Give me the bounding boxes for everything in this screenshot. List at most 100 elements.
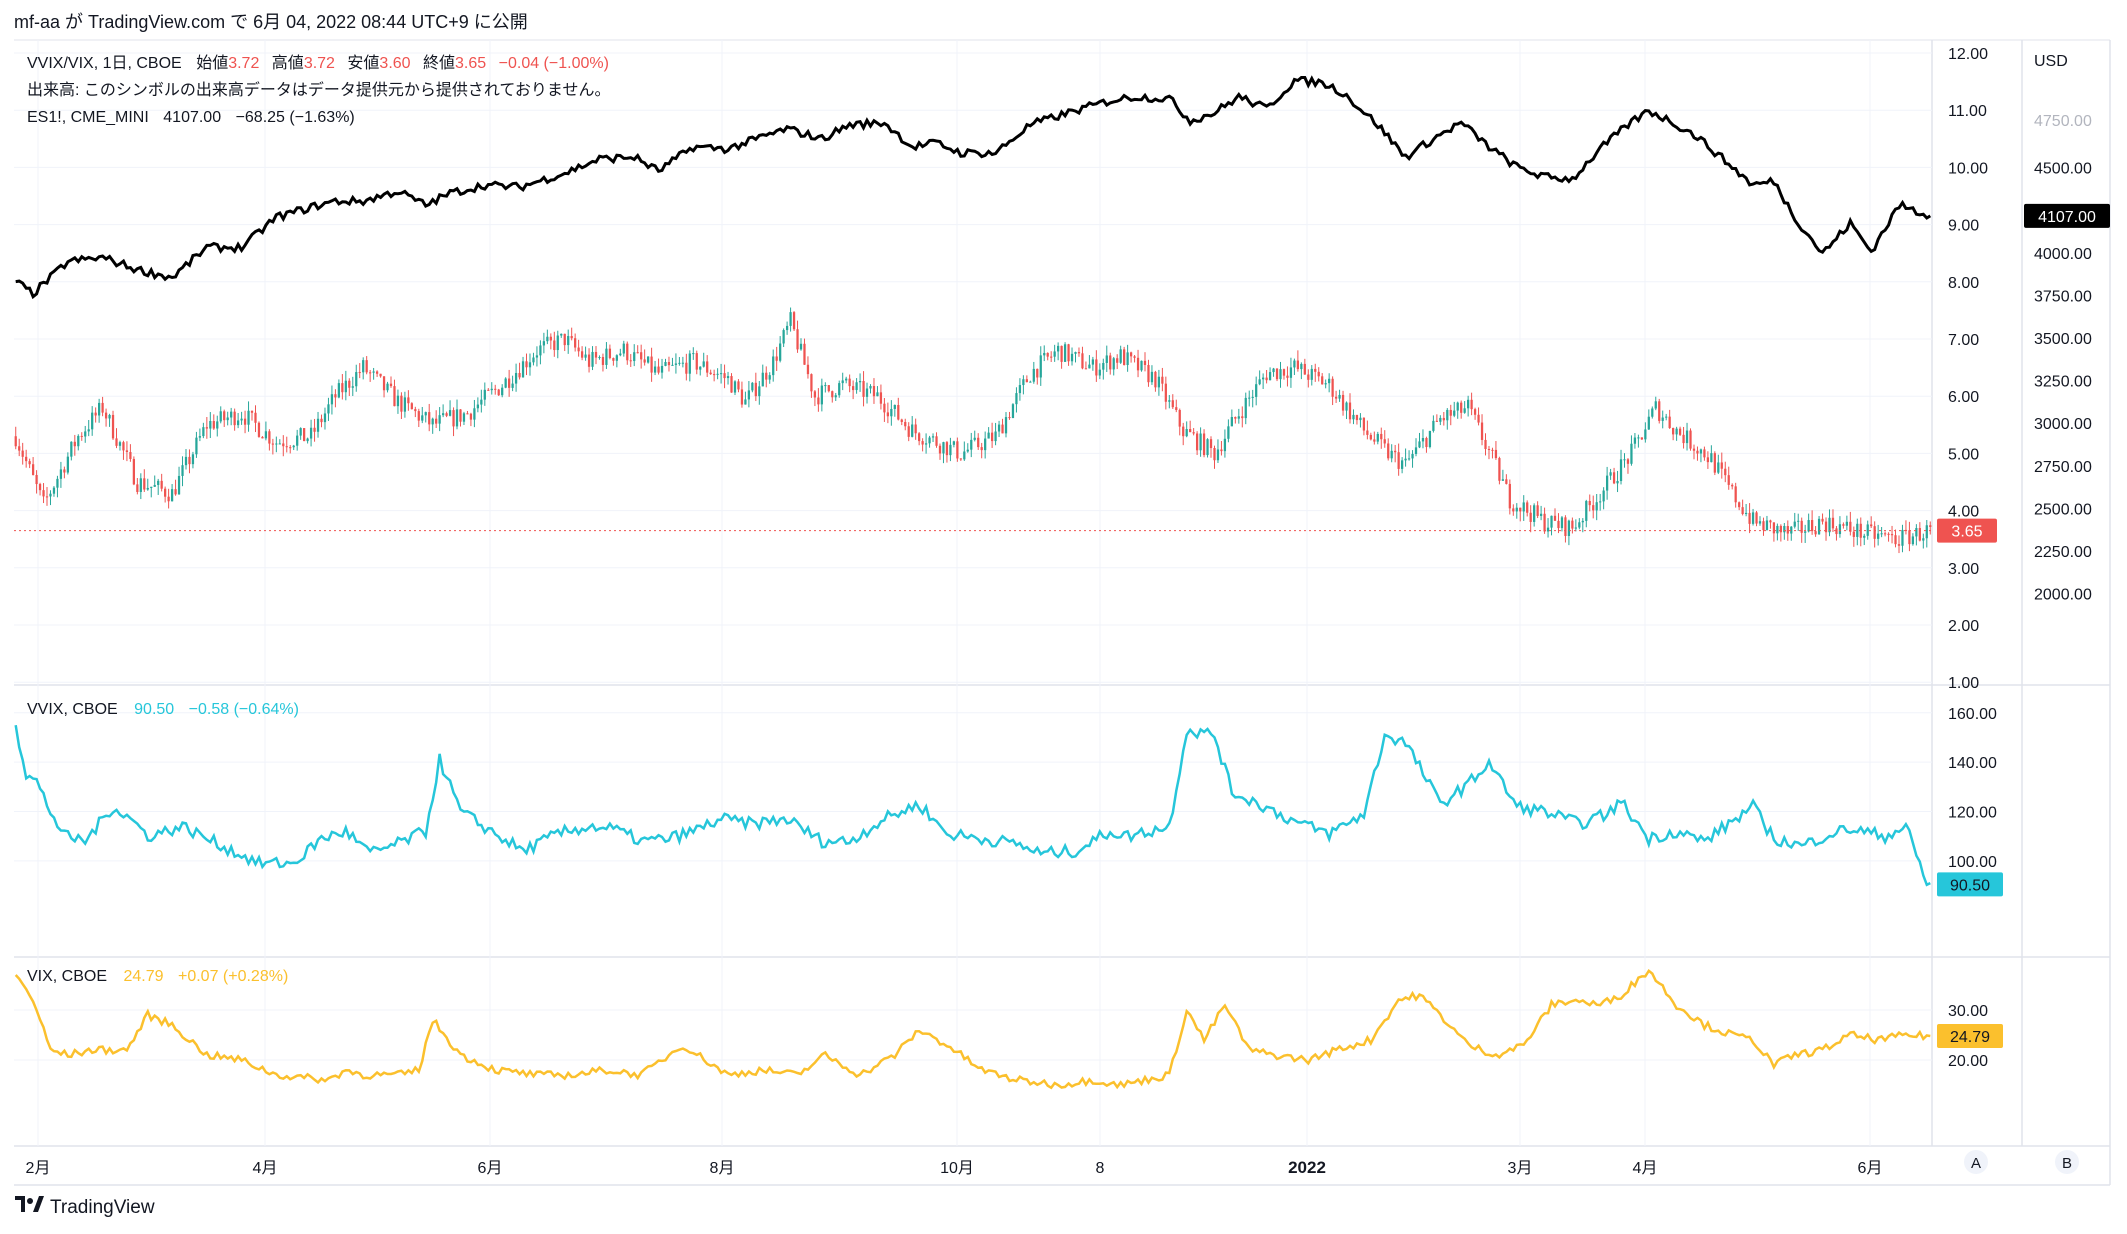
vix-tick-label: 30.00 [1948,1003,1988,1020]
ratio-candle [695,350,698,375]
ratio-candle [1004,412,1008,438]
ratio-candle [1095,350,1098,382]
ratio-candle [1616,470,1619,493]
ratio-candle [254,405,257,433]
ratio-candle [1783,523,1786,540]
ratio-candle [751,382,754,393]
ratio-candle [824,382,827,393]
log-scale-button[interactable]: B [2055,1150,2079,1174]
ratio-candle [1171,394,1174,409]
ratio-candle [1929,521,1932,535]
ratio-candle [226,411,229,426]
ratio-tick-label: 11.00 [1948,103,1987,120]
ratio-candle [1140,360,1143,372]
ratio-candle [400,392,403,420]
ratio-candle [921,438,924,452]
ratio-candle [1696,446,1699,461]
ratio-candle [553,331,556,357]
ratio-candle [1557,513,1560,534]
ratio-candle [476,397,479,413]
footer-brand[interactable]: TradingView [50,1197,155,1218]
ratio-candle [1241,406,1244,428]
vix-symbol: VIX, CBOE [27,968,107,985]
ratio-candle [1362,417,1366,436]
ratio-candle [758,380,761,405]
ratio-candle [699,366,702,376]
ratio-candle [952,440,956,448]
ratio-candle [1821,513,1824,525]
vix-axis[interactable]: 30.00 20.00 [1948,1003,1988,1070]
ratio-candle [181,456,184,487]
ratio-candle [1828,509,1831,537]
ratio-candle [1394,444,1397,463]
ratio-candle [1491,447,1494,459]
ratio-candle [223,409,226,427]
ratio-candle [1453,401,1456,418]
time-axis[interactable]: 2月 4月 6月 8月 10月 8 2022 3月 4月 6月 [26,1158,1883,1177]
ratio-candle [122,440,125,460]
ratio-candle [1036,368,1039,385]
ratio-candle [744,391,747,405]
ratio-candle [1640,437,1643,441]
ratio-candle [990,422,994,448]
ratio-candle [285,436,288,453]
ratio-candle [146,478,149,491]
usd-tick-label: 2750.00 [2034,459,2092,476]
ratio-candle [1856,518,1859,546]
ratio-candle [473,399,476,428]
ratio-candle [393,379,396,407]
ratio-candle [309,419,313,447]
ratio-candle [1143,352,1147,372]
ratio-tick-label: 1.00 [1948,675,1979,692]
usd-tick-label: 4000.00 [2034,246,2092,263]
ratio-candle [414,406,417,418]
ratio-candle [820,378,823,412]
time-tick-label: 2022 [1288,1158,1326,1177]
ratio-candle [1081,346,1084,370]
ratio-candle [1369,432,1372,441]
ratio-candle [1060,345,1063,369]
ratio-candle [1425,436,1428,453]
ratio-candle [1400,457,1404,474]
ratio-candle [782,328,785,348]
ratio-candle [733,380,737,396]
time-tick-label: 8月 [710,1160,735,1177]
ratio-candle [230,407,233,426]
svg-text:VIX, CBOE 24.79 +0: VIX, CBOE 24.79 +0.07 (+0.28%) [27,968,288,985]
ratio-candle [101,396,104,417]
ratio-candle [264,421,268,441]
ratio-candle [462,411,466,426]
ratio-axis[interactable]: 12.00 11.00 10.00 9.00 8.00 7.00 6.00 5.00 4.00 3… [1948,46,1988,692]
ratio-candle [1810,510,1814,535]
ratio-candle [1279,361,1282,388]
ratio-candle [924,433,928,454]
ratio-candle [38,482,42,496]
ratio-candle [337,379,341,399]
ratio-candle [1223,429,1227,458]
ratio-candle [167,488,170,509]
ratio-candle [1883,531,1887,537]
ratio-candle [49,490,52,506]
ratio-candle [455,399,459,430]
ratio-candle [838,380,841,398]
ratio-candle [483,382,486,406]
vvix-axis[interactable]: 160.00 140.00 120.00 100.00 [1948,706,1997,871]
ratio-candles [14,307,1932,554]
es-symbol: ES1!, CME_MINI [27,109,149,126]
ratio-candle [386,381,389,393]
tradingview-logo-icon[interactable] [15,1196,44,1212]
ratio-candle [1529,505,1532,533]
auto-scale-button[interactable]: A [1964,1150,1988,1174]
usd-tick-label: 3500.00 [2034,331,2092,348]
usd-axis[interactable]: 4750.004500.004250.004000.003750.003500.… [2034,113,2092,604]
ratio-last-badge: 3.65 [1937,518,1997,543]
ratio-candle [382,376,386,398]
ratio-candle [671,357,674,366]
ratio-candle [323,407,327,430]
ratio-candle [1418,432,1421,449]
ratio-candle [303,428,306,442]
ratio-candle [1331,376,1334,406]
ratio-candle [1189,420,1192,433]
ratio-candle [1897,535,1901,554]
